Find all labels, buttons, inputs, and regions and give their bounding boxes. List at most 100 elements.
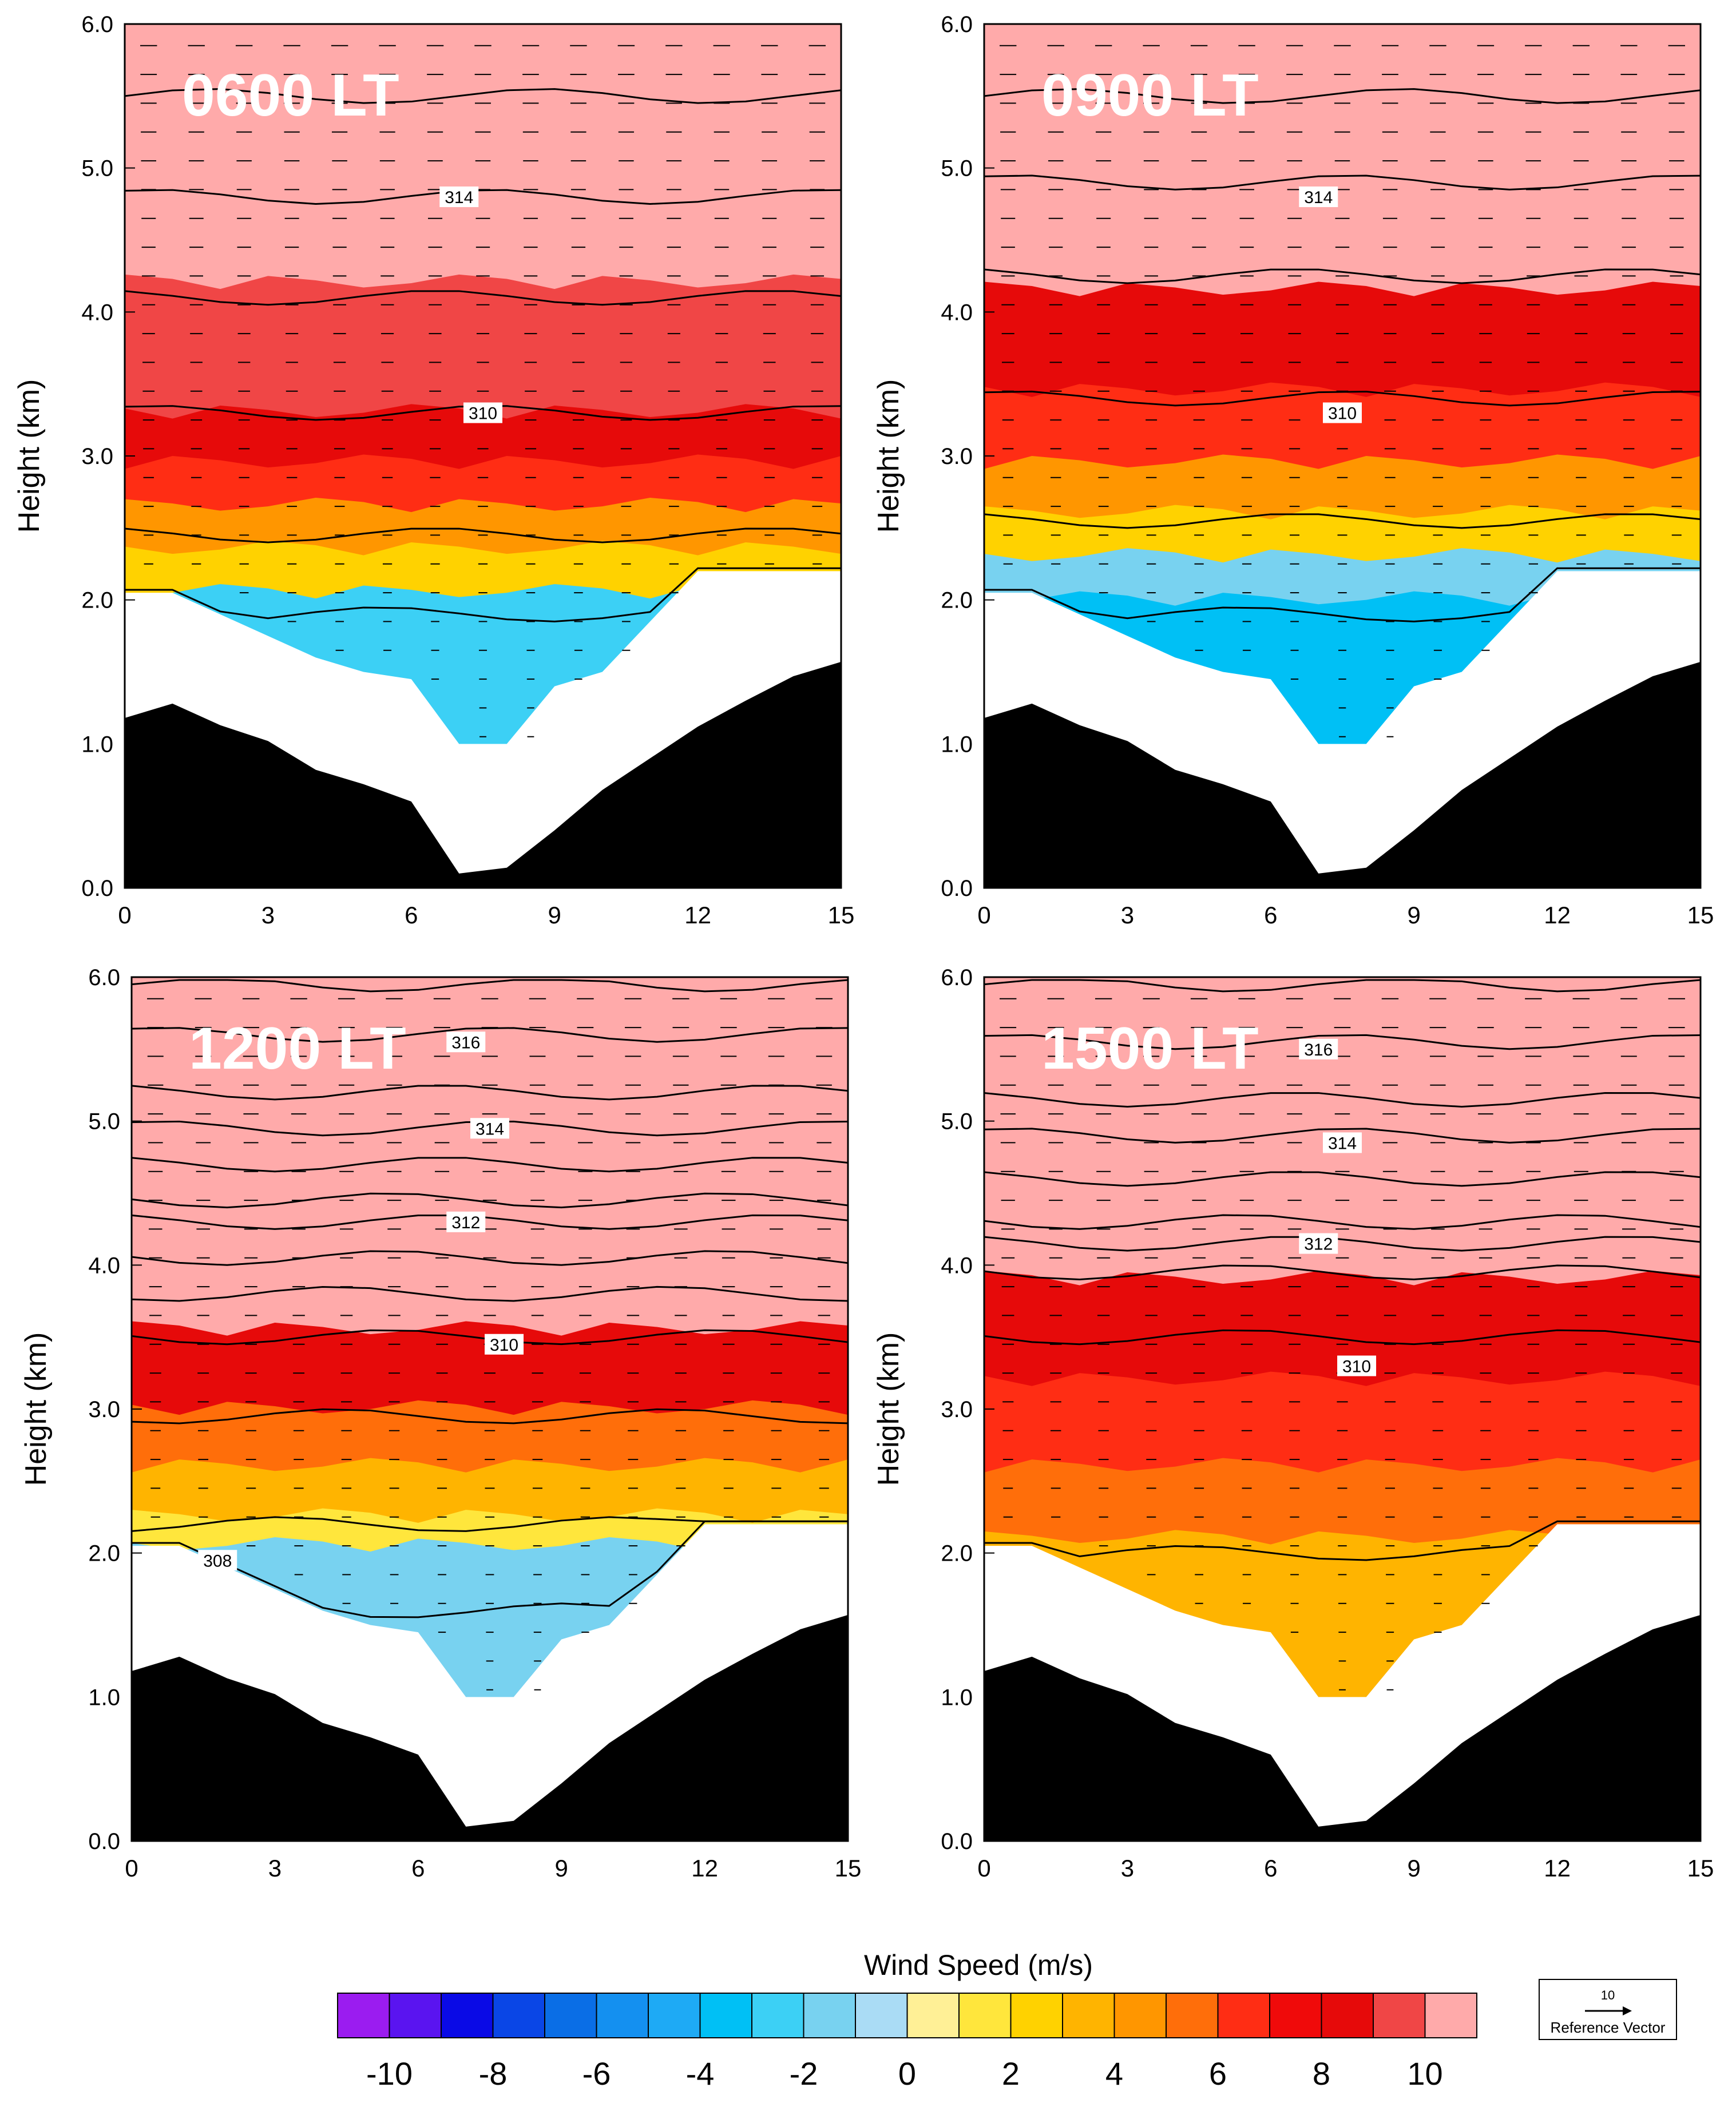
- contour-label: 314: [445, 188, 473, 207]
- terrain: [984, 1614, 1701, 1841]
- y-tick-label: 0.0: [88, 1829, 120, 1854]
- contour-label-bg: [1323, 1132, 1362, 1153]
- colorbar-box: [648, 1993, 701, 2038]
- theta-contour: [132, 1085, 848, 1101]
- y-tick-label: 5.0: [81, 156, 113, 181]
- colorbar-box: [803, 1993, 856, 2038]
- y-tick-label: 2.0: [88, 1541, 120, 1566]
- theta-contour: [125, 189, 841, 205]
- contour-label: 310: [469, 404, 497, 423]
- theta-contour: [984, 1329, 1701, 1346]
- y-tick-label: 5.0: [88, 1109, 120, 1134]
- reference-vector-label: Reference Vector: [1551, 2019, 1666, 2036]
- x-tick-label: 15: [828, 902, 855, 929]
- theta-contour: [984, 567, 1701, 622]
- x-tick-label: 6: [411, 1855, 425, 1882]
- colorbar-box: [441, 1993, 494, 2038]
- plot-area: [984, 24, 1701, 888]
- colorbar-tick-label: 10: [1407, 2056, 1442, 2092]
- colorbar-tick-label: -4: [686, 2056, 715, 2092]
- theta-contour: [132, 1285, 848, 1302]
- x-tick-label: 12: [1544, 902, 1571, 929]
- colorbar-box: [544, 1993, 597, 2038]
- x-tick-label: 12: [691, 1855, 718, 1882]
- contour-label: 316: [1304, 1041, 1333, 1060]
- contour-label-bg: [470, 1118, 509, 1139]
- colorbar-ticks: -10 -8 -6 -4 -2 0 2 4 6 8 10: [366, 2056, 1443, 2092]
- colorbar-box: [1113, 1993, 1167, 2038]
- x-tick-label: 3: [261, 902, 275, 929]
- colorbar-box: [958, 1993, 1012, 2038]
- theta-contour: [125, 567, 841, 622]
- colorbar-box: [1010, 1993, 1063, 2038]
- colorbar-tick-label: -6: [582, 2056, 611, 2092]
- x-tick-label: 6: [1264, 902, 1277, 929]
- x-tick-label: 0: [125, 1855, 138, 1882]
- contour-label-bg: [1337, 1355, 1377, 1376]
- y-tick-label: 2.0: [941, 588, 973, 613]
- x-tick-label: 3: [1121, 1855, 1134, 1882]
- y-tick-label: 1.0: [81, 732, 113, 757]
- y-axis-label: Height (km): [872, 1332, 905, 1486]
- colorbar-tick-label: 8: [1313, 2056, 1330, 2092]
- y-tick-label: 2.0: [941, 1541, 973, 1566]
- x-tick-label: 3: [1121, 902, 1134, 929]
- colorbar-tick-label: -8: [479, 2056, 508, 2092]
- panels-group: 314 310 0.0 1.0 2.0 3.0 4.0 5.0 6.0 0 3 6 9 12 15 Heigh…: [13, 12, 1714, 1882]
- contour-label-bg: [446, 1211, 486, 1232]
- colorbar-box: [1062, 1993, 1115, 2038]
- y-tick-label: 0.0: [81, 876, 113, 901]
- theta-contour: [984, 1264, 1701, 1280]
- plot-area: [984, 977, 1701, 1841]
- x-tick-label: 9: [1408, 902, 1421, 929]
- y-axis-label: Height (km): [13, 379, 46, 533]
- contour-label-bg: [439, 187, 479, 207]
- colorbar: Wind Speed (m/s) -10 -8 -6 -4 -2 0 2 4 6 8 10: [337, 1949, 1477, 2092]
- theta-contour: [984, 174, 1701, 191]
- theta-contour: [132, 1192, 848, 1209]
- contour-label: 310: [1328, 404, 1357, 423]
- y-tick-label: 3.0: [941, 444, 973, 469]
- x-tick-label: 6: [405, 902, 418, 929]
- theta-contour: [984, 390, 1701, 407]
- colorbar-title: Wind Speed (m/s): [864, 1949, 1093, 1981]
- colorbar-box: [855, 1993, 908, 2038]
- y-tick-label: 2.0: [81, 588, 113, 613]
- theta-contour: [125, 290, 841, 306]
- x-tick-label: 15: [1687, 1855, 1714, 1882]
- colorbar-box: [1166, 1993, 1219, 2038]
- x-tick-label: 0: [118, 902, 131, 929]
- y-tick-label: 1.0: [941, 732, 973, 757]
- panel-0900-lt: 314 310 0.0 1.0 2.0 3.0 4.0 5.0 6.0 0 3 6 9 12 15 Heigh…: [872, 12, 1714, 929]
- reference-vector-key: 10 Reference Vector: [1539, 1979, 1677, 2040]
- theta-contour: [984, 1236, 1701, 1252]
- theta-contour: [984, 513, 1701, 529]
- colorbar-box: [906, 1993, 960, 2038]
- contour-label: 308: [203, 1552, 232, 1570]
- contour-label-bg: [1299, 1038, 1338, 1060]
- panel-0600-lt: 314 310 0.0 1.0 2.0 3.0 4.0 5.0 6.0 0 3 6 9 12 15 Heigh…: [13, 12, 854, 929]
- y-tick-label: 6.0: [88, 965, 120, 990]
- terrain: [984, 661, 1701, 888]
- panel-1500-lt: 316 314 312 310 0.0 1.0 2.0 3.0 4.0 5.0 6.0 0 3 6 9 12 1…: [872, 965, 1714, 1882]
- y-tick-label: 0.0: [941, 876, 973, 901]
- plot-area: [125, 24, 841, 888]
- theta-contour: [132, 1408, 848, 1425]
- theta-contour: [984, 1034, 1701, 1050]
- colorbar-tick-label: -10: [366, 2056, 413, 2092]
- theta-contour: [132, 1214, 848, 1230]
- x-tick-label: 0: [977, 902, 990, 929]
- theta-contour: [125, 527, 841, 543]
- x-tick-label: 0: [977, 1855, 990, 1882]
- colorbar-box: [699, 1993, 752, 2038]
- colorbar-box: [389, 1993, 442, 2038]
- contour-label-bg: [1299, 187, 1338, 207]
- x-tick-label: 9: [555, 1855, 568, 1882]
- x-tick-label: 6: [1264, 1855, 1277, 1882]
- theta-contour: [984, 1128, 1701, 1144]
- x-tick-label: 3: [268, 1855, 282, 1882]
- theta-contour: [984, 268, 1701, 284]
- y-tick-label: 6.0: [941, 965, 973, 990]
- colorbar-box: [1217, 1993, 1270, 2038]
